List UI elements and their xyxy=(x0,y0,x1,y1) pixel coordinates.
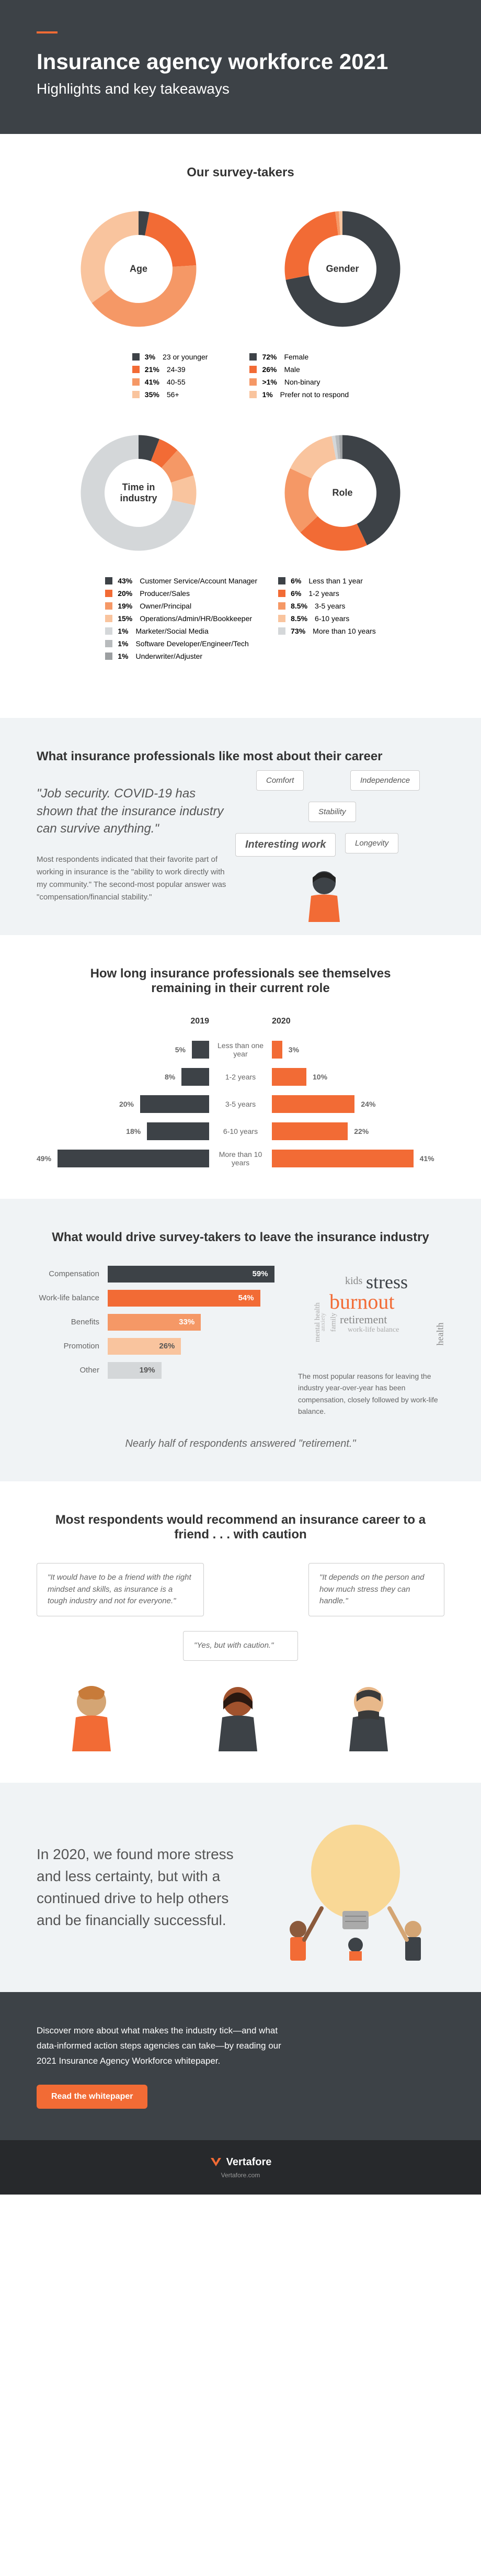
legend-item: 1% Underwriter/Adjuster xyxy=(105,652,257,660)
leave-bars: Compensation59% Work-life balance54% Benef… xyxy=(37,1266,277,1418)
legend-item: 19% Owner/Principal xyxy=(105,602,257,610)
header-accent xyxy=(37,31,58,33)
wordcloud-word: work-life balance xyxy=(348,1326,399,1334)
survey-section: Our survey-takers Age Gender 3% 23 or yo… xyxy=(0,134,481,718)
legend-item: 1% Marketer/Social Media xyxy=(105,627,257,635)
legend-item: 8.5% 3-5 years xyxy=(278,602,376,610)
leave-bar-row: Promotion26% xyxy=(37,1338,277,1355)
donut-row-1: Age Gender xyxy=(37,201,444,337)
survey-title: Our survey-takers xyxy=(37,165,444,180)
tenure-row: 20% 3-5 years 24% xyxy=(37,1095,444,1113)
legend-item: 6% Less than 1 year xyxy=(278,577,376,585)
tenure-row: 18% 6-10 years 22% xyxy=(37,1122,444,1140)
leave-bar-row: Work-life balance54% xyxy=(37,1290,277,1307)
leave-footer: Nearly half of respondents answered "ret… xyxy=(37,1438,444,1450)
leave-bar-row: Other19% xyxy=(37,1362,277,1379)
legend-item: 43% Customer Service/Account Manager xyxy=(105,577,257,585)
legend-row-2: 43% Customer Service/Account Manager 20% … xyxy=(37,577,444,660)
legend-item: 21% 24-39 xyxy=(132,365,208,374)
wordcloud: stressburnoutkidsretirementwork-life bal… xyxy=(298,1266,444,1360)
summary-text: In 2020, we found more stress and less c… xyxy=(37,1843,246,1931)
summary-section: In 2020, we found more stress and less c… xyxy=(0,1783,481,1992)
legend-item: 1% Software Developer/Engineer/Tech xyxy=(105,639,257,648)
footer-logo: Vertafore xyxy=(16,2156,465,2168)
leave-section: What would drive survey-takers to leave … xyxy=(0,1199,481,1482)
tenure-row: 5% Less than one year 3% xyxy=(37,1041,444,1059)
cta-text: Discover more about what makes the indus… xyxy=(37,2023,288,2069)
career-section: What insurance professionals like most a… xyxy=(0,718,481,935)
legend-item: 15% Operations/Admin/HR/Bookkeeper xyxy=(105,614,257,623)
donut-row-2: Time in industry Role xyxy=(37,425,444,561)
legend-item: 26% Male xyxy=(249,365,349,374)
legend-item: 6% 1-2 years xyxy=(278,589,376,598)
wordcloud-word: burnout xyxy=(329,1289,394,1314)
person-icon xyxy=(303,870,345,922)
wordcloud-word: family xyxy=(329,1313,338,1332)
header-title: Insurance agency workforce 2021 xyxy=(37,49,444,74)
header-subtitle: Highlights and key takeaways xyxy=(37,81,444,97)
tenure-title: How long insurance professionals see the… xyxy=(84,966,397,996)
wordcloud-word: health xyxy=(434,1322,445,1345)
footer-url: Vertafore.com xyxy=(16,2172,465,2179)
cta-button[interactable]: Read the whitepaper xyxy=(37,2085,147,2109)
legend-item: 8.5% 6-10 years xyxy=(278,614,376,623)
wordcloud-word: retirement xyxy=(340,1313,387,1326)
donut-gender: Gender xyxy=(264,201,421,337)
legend-item: 1% Prefer not to respond xyxy=(249,390,349,399)
leave-bar-row: Compensation59% xyxy=(37,1266,277,1283)
legend-item: 41% 40-55 xyxy=(132,378,208,386)
leave-title: What would drive survey-takers to leave … xyxy=(37,1230,444,1245)
career-quote: "Job security. COVID-19 has shown that t… xyxy=(37,785,235,838)
person-icon xyxy=(214,1683,261,1751)
tenure-chart: 2019 2020 5% Less than one year 3% 8% 1-… xyxy=(37,1017,444,1167)
lightbulb-illustration xyxy=(267,1814,444,1961)
career-body: Most respondents indicated that their fa… xyxy=(37,853,235,904)
donut-role: Role xyxy=(264,425,421,561)
leave-bar-row: Benefits33% xyxy=(37,1314,277,1331)
legend-item: 20% Producer/Sales xyxy=(105,589,257,598)
tenure-row: 49% More than 10 years 41% xyxy=(37,1150,444,1167)
leave-note: The most popular reasons for leaving the… xyxy=(298,1370,444,1418)
cta-section: Discover more about what makes the indus… xyxy=(0,1992,481,2140)
recommend-section: Most respondents would recommend an insu… xyxy=(0,1481,481,1783)
wordcloud-word: anxiety xyxy=(319,1313,327,1331)
header: Insurance agency workforce 2021 Highligh… xyxy=(0,0,481,134)
legend-item: >1% Non-binary xyxy=(249,378,349,386)
person-icon xyxy=(345,1683,392,1751)
donut-age: Age xyxy=(60,201,217,337)
legend-item: 73% More than 10 years xyxy=(278,627,376,635)
legend-row-1: 3% 23 or younger 21% 24-39 41% 40-55 35% 56… xyxy=(37,353,444,399)
tenure-row: 8% 1-2 years 10% xyxy=(37,1068,444,1086)
recommend-title: Most respondents would recommend an insu… xyxy=(37,1513,444,1542)
footer: Vertafore Vertafore.com xyxy=(0,2140,481,2195)
legend-item: 72% Female xyxy=(249,353,349,361)
tenure-section: How long insurance professionals see the… xyxy=(0,935,481,1199)
donut-time: Time in industry xyxy=(60,425,217,561)
career-title: What insurance professionals like most a… xyxy=(37,749,403,764)
logo-icon xyxy=(210,2156,222,2168)
legend-item: 3% 23 or younger xyxy=(132,353,208,361)
person-icon xyxy=(68,1683,115,1751)
legend-item: 35% 56+ xyxy=(132,390,208,399)
wordcloud-word: kids xyxy=(345,1275,362,1287)
